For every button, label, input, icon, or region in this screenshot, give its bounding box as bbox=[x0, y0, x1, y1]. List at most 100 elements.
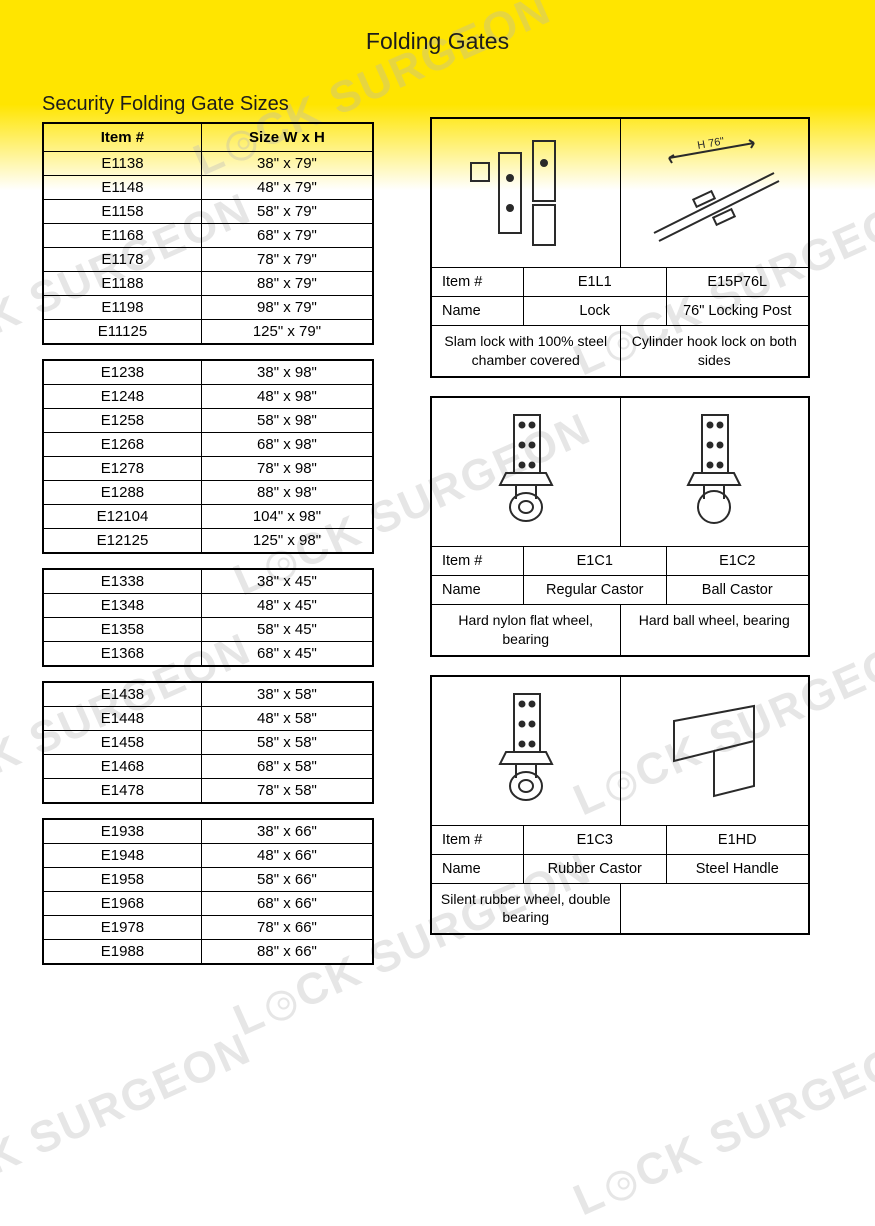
right-column: H 76" Item # E1L1 E15P76LName Lock 76" L… bbox=[430, 93, 810, 979]
accessory-image bbox=[432, 119, 621, 267]
item-number: E1148 bbox=[43, 176, 201, 200]
accessory-name-row: Name Rubber Castor Steel Handle bbox=[432, 854, 808, 883]
table-row: E115858" x 79" bbox=[43, 200, 373, 224]
item-size: 38" x 98" bbox=[201, 360, 373, 385]
item-number: E12104 bbox=[43, 505, 201, 529]
item-number: E1468 bbox=[43, 755, 201, 779]
table-row: E195858" x 66" bbox=[43, 868, 373, 892]
item-size: 88" x 98" bbox=[201, 481, 373, 505]
item-size: 78" x 79" bbox=[201, 248, 373, 272]
item-size: 58" x 45" bbox=[201, 618, 373, 642]
accessory-block: Item # E1C1 E1C2Name Regular Castor Ball… bbox=[430, 396, 810, 657]
table-row: E145858" x 58" bbox=[43, 731, 373, 755]
item-number: E1278 bbox=[43, 457, 201, 481]
accessory-name: Rubber Castor bbox=[524, 855, 667, 883]
accessory-item-number: E1L1 bbox=[524, 268, 667, 296]
table-row: E193838" x 66" bbox=[43, 819, 373, 844]
size-table: Item #Size W x HE113838" x 79"E114848" x… bbox=[42, 122, 374, 345]
table-row: E194848" x 66" bbox=[43, 844, 373, 868]
item-number: E1978 bbox=[43, 916, 201, 940]
accessory-name-row: Name Regular Castor Ball Castor bbox=[432, 575, 808, 604]
size-table-header-size: Size W x H bbox=[201, 123, 373, 152]
table-row: E12125125" x 98" bbox=[43, 529, 373, 554]
item-size: 68" x 45" bbox=[201, 642, 373, 667]
item-size: 125" x 98" bbox=[201, 529, 373, 554]
accessory-name-label: Name bbox=[432, 855, 524, 883]
accessory-desc-row: Slam lock with 100% steel chamber covere… bbox=[432, 325, 808, 376]
table-row: E124848" x 98" bbox=[43, 385, 373, 409]
accessory-name-label: Name bbox=[432, 297, 524, 325]
table-row: E125858" x 98" bbox=[43, 409, 373, 433]
left-column: Security Folding Gate Sizes Item #Size W… bbox=[42, 93, 374, 979]
item-size: 125" x 79" bbox=[201, 320, 373, 345]
accessory-desc: Slam lock with 100% steel chamber covere… bbox=[432, 326, 621, 376]
accessory-item-row: Item # E1C3 E1HD bbox=[432, 825, 808, 854]
accessory-item-number: E1HD bbox=[667, 826, 809, 854]
table-row: E114848" x 79" bbox=[43, 176, 373, 200]
table-row: E196868" x 66" bbox=[43, 892, 373, 916]
table-row: E143838" x 58" bbox=[43, 682, 373, 707]
item-number: E1248 bbox=[43, 385, 201, 409]
item-size: 58" x 58" bbox=[201, 731, 373, 755]
item-number: E1368 bbox=[43, 642, 201, 667]
accessory-name: Regular Castor bbox=[524, 576, 667, 604]
table-row: E197878" x 66" bbox=[43, 916, 373, 940]
accessory-name-row: Name Lock 76" Locking Post bbox=[432, 296, 808, 325]
item-number: E1958 bbox=[43, 868, 201, 892]
table-row: E147878" x 58" bbox=[43, 779, 373, 804]
item-number: E1138 bbox=[43, 152, 201, 176]
item-size: 78" x 98" bbox=[201, 457, 373, 481]
item-number: E1188 bbox=[43, 272, 201, 296]
table-row: E128888" x 98" bbox=[43, 481, 373, 505]
accessory-item-number: E1C3 bbox=[524, 826, 667, 854]
accessory-item-number: E15P76L bbox=[667, 268, 809, 296]
table-row: E117878" x 79" bbox=[43, 248, 373, 272]
item-number: E1198 bbox=[43, 296, 201, 320]
watermark: LCK SURGEON bbox=[566, 1024, 875, 1226]
table-row: E126868" x 98" bbox=[43, 433, 373, 457]
item-size: 98" x 79" bbox=[201, 296, 373, 320]
table-row: E127878" x 98" bbox=[43, 457, 373, 481]
table-row: E118888" x 79" bbox=[43, 272, 373, 296]
item-number: E1178 bbox=[43, 248, 201, 272]
accessory-name-label: Name bbox=[432, 576, 524, 604]
item-number: E1358 bbox=[43, 618, 201, 642]
item-number: E1458 bbox=[43, 731, 201, 755]
table-row: E119898" x 79" bbox=[43, 296, 373, 320]
table-row: E116868" x 79" bbox=[43, 224, 373, 248]
item-size: 78" x 58" bbox=[201, 779, 373, 804]
section-title: Security Folding Gate Sizes bbox=[42, 93, 374, 116]
table-row: E134848" x 45" bbox=[43, 594, 373, 618]
item-size: 58" x 79" bbox=[201, 200, 373, 224]
item-number: E1948 bbox=[43, 844, 201, 868]
item-size: 48" x 58" bbox=[201, 707, 373, 731]
accessory-image bbox=[621, 398, 809, 546]
item-size: 88" x 66" bbox=[201, 940, 373, 965]
accessory-image bbox=[621, 677, 809, 825]
item-size: 38" x 66" bbox=[201, 819, 373, 844]
item-number: E1258 bbox=[43, 409, 201, 433]
item-size: 48" x 45" bbox=[201, 594, 373, 618]
table-row: E146868" x 58" bbox=[43, 755, 373, 779]
item-number: E11125 bbox=[43, 320, 201, 345]
accessory-name: Ball Castor bbox=[667, 576, 809, 604]
accessory-image bbox=[432, 677, 621, 825]
item-size: 104" x 98" bbox=[201, 505, 373, 529]
item-number: E1988 bbox=[43, 940, 201, 965]
item-size: 38" x 58" bbox=[201, 682, 373, 707]
item-size: 38" x 79" bbox=[201, 152, 373, 176]
size-table: E193838" x 66"E194848" x 66"E195858" x 6… bbox=[42, 818, 374, 965]
accessory-desc: Cylinder hook lock on both sides bbox=[621, 326, 809, 376]
table-row: E135858" x 45" bbox=[43, 618, 373, 642]
size-table: E133838" x 45"E134848" x 45"E135858" x 4… bbox=[42, 568, 374, 667]
accessory-item-label: Item # bbox=[432, 826, 524, 854]
item-number: E1238 bbox=[43, 360, 201, 385]
item-number: E1338 bbox=[43, 569, 201, 594]
item-size: 68" x 66" bbox=[201, 892, 373, 916]
accessory-desc: Hard ball wheel, bearing bbox=[621, 605, 809, 655]
page-title: Folding Gates bbox=[0, 0, 875, 55]
accessory-name: Lock bbox=[524, 297, 667, 325]
item-number: E1938 bbox=[43, 819, 201, 844]
item-number: E1478 bbox=[43, 779, 201, 804]
item-number: E1268 bbox=[43, 433, 201, 457]
